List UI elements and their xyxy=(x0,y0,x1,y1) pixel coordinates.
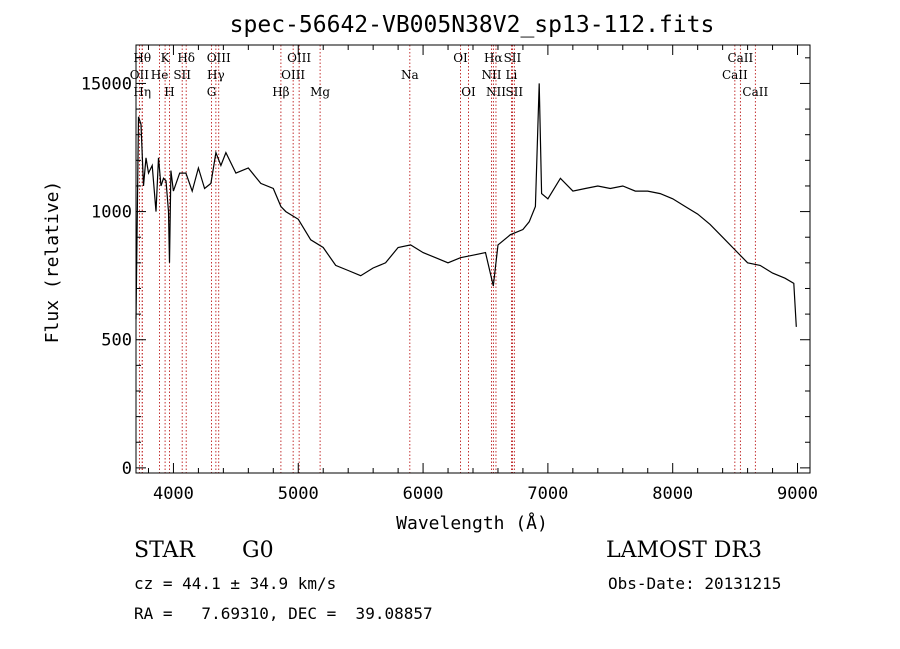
x-axis-label: Wavelength (Å) xyxy=(396,512,548,534)
spectral-line-markers xyxy=(138,45,756,473)
marker-label-4: K xyxy=(161,51,171,65)
marker-label-14: Mg xyxy=(310,85,330,99)
chart-title: spec-56642-VB005N38V2_sp13-112.fits xyxy=(230,12,715,38)
marker-label-23: SII xyxy=(505,85,523,99)
x-tick-label-4: 8000 xyxy=(652,484,693,504)
object-subclass: G0 xyxy=(242,538,274,563)
marker-label-6: SII xyxy=(173,68,191,82)
y-tick-label-3: 15000 xyxy=(81,74,132,94)
marker-label-0: Hθ xyxy=(133,51,151,65)
marker-label-25: CaII xyxy=(722,68,748,82)
x-axis-ticks: 4000 5000 6000 7000 8000 9000 xyxy=(147,45,818,504)
marker-label-20: NII xyxy=(486,85,506,99)
marker-label-24: CaII xyxy=(727,51,753,65)
marker-label-9: Hγ xyxy=(207,68,225,82)
coordinates: RA = 7.69310, DEC = 39.08857 xyxy=(134,604,433,623)
marker-label-15: Na xyxy=(401,68,419,82)
x-tick-label-1: 5000 xyxy=(278,484,319,504)
marker-label-22: Li xyxy=(506,68,518,82)
marker-label-16: OI xyxy=(453,51,468,65)
marker-label-12: OIII xyxy=(287,51,311,65)
marker-label-26: CaII xyxy=(742,85,768,99)
marker-label-5: H xyxy=(164,85,174,99)
marker-label-17: OI xyxy=(461,85,476,99)
x-tick-label-0: 4000 xyxy=(153,484,194,504)
marker-label-3: He xyxy=(151,68,169,82)
marker-label-11: Hβ xyxy=(272,85,289,99)
marker-label-10: G xyxy=(207,85,217,99)
marker-label-8: OIII xyxy=(207,51,231,65)
marker-label-21: SII xyxy=(504,51,522,65)
observation-date: Obs-Date: 20131215 xyxy=(608,574,782,593)
y-axis-label: Flux (relative) xyxy=(42,181,63,344)
object-class: STAR xyxy=(134,538,195,563)
y-tick-label-0: 0 xyxy=(122,459,132,479)
marker-label-13: OIII xyxy=(281,68,305,82)
marker-label-1: OII xyxy=(130,68,150,82)
survey-label: LAMOST DR3 xyxy=(606,538,762,563)
y-tick-label-2: 1000 xyxy=(91,203,132,223)
x-tick-label-2: 6000 xyxy=(403,484,444,504)
marker-label-7: Hδ xyxy=(177,51,195,65)
marker-label-18: Hα xyxy=(484,51,503,65)
redshift-velocity: cz = 44.1 ± 34.9 km/s xyxy=(134,574,337,593)
marker-label-19: NII xyxy=(481,68,501,82)
x-tick-label-5: 9000 xyxy=(777,484,818,504)
spectrum-line xyxy=(135,83,797,327)
y-tick-label-1: 500 xyxy=(101,331,132,351)
plot-frame xyxy=(135,44,811,474)
y-axis-ticks: 0 500 1000 15000 xyxy=(81,57,810,479)
marker-label-2: Hη xyxy=(133,85,151,99)
x-tick-label-3: 7000 xyxy=(527,484,568,504)
